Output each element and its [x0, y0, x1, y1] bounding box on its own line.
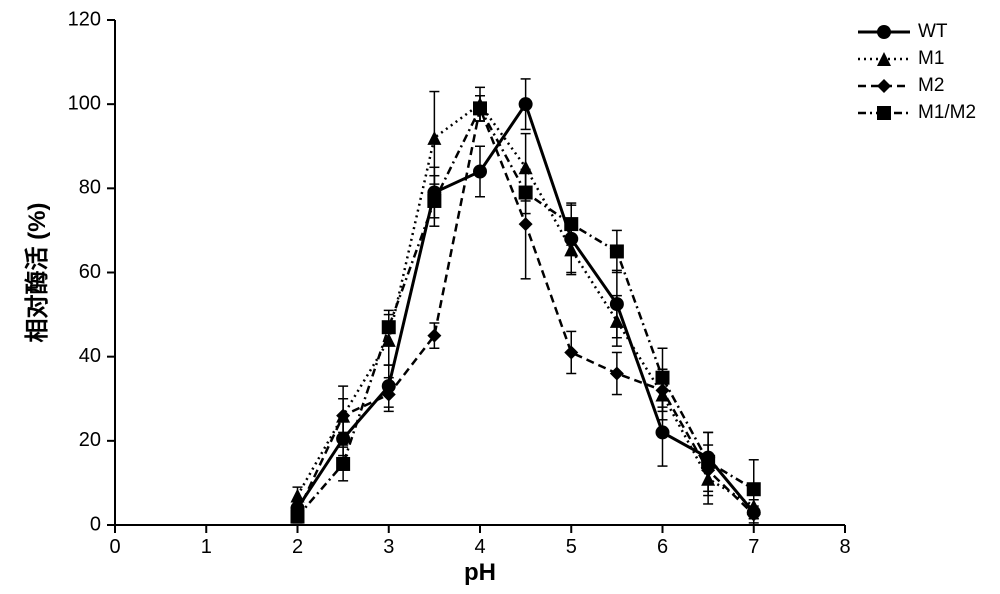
- x-tick-label: 4: [474, 536, 485, 558]
- data-marker: [656, 371, 670, 385]
- y-tick-label: 20: [79, 429, 101, 451]
- x-tick-label: 8: [839, 536, 850, 558]
- data-marker: [747, 482, 761, 496]
- data-marker: [564, 217, 578, 231]
- y-tick-label: 80: [79, 177, 101, 199]
- x-tick-label: 7: [748, 536, 759, 558]
- chart-container: 0 20 40 60 80 100 120 0 1 2 3 4 5 6 7 8 pH 相对酶活 (%) WT M1 M2…: [0, 0, 1000, 594]
- data-marker: [473, 101, 487, 115]
- data-marker: [656, 425, 670, 439]
- y-tick-label: 60: [79, 261, 101, 283]
- data-marker: [701, 455, 715, 469]
- y-tick-label: 40: [79, 345, 101, 367]
- x-tick-label: 6: [657, 536, 668, 558]
- y-tick-label: 100: [68, 92, 101, 114]
- x-tick-label: 1: [201, 536, 212, 558]
- y-tick-label: 0: [90, 513, 101, 535]
- legend-label: M1: [918, 48, 944, 69]
- data-marker: [382, 320, 396, 334]
- legend-label: M2: [918, 75, 944, 96]
- y-axis-label: 相对酶活 (%): [23, 203, 51, 343]
- data-marker: [877, 25, 891, 39]
- data-marker: [473, 165, 487, 179]
- data-marker: [610, 244, 624, 258]
- x-tick-label: 3: [383, 536, 394, 558]
- data-marker: [291, 510, 305, 524]
- data-marker: [519, 186, 533, 200]
- data-marker: [427, 194, 441, 208]
- x-tick-label: 0: [109, 536, 120, 558]
- data-marker: [519, 97, 533, 111]
- data-marker: [877, 106, 891, 120]
- x-tick-label: 2: [292, 536, 303, 558]
- legend-label: M1/M2: [918, 102, 976, 123]
- legend-label: WT: [918, 21, 948, 42]
- line-chart: 0 20 40 60 80 100 120 0 1 2 3 4 5 6 7 8 pH 相对酶活 (%) WT M1 M2…: [0, 0, 1000, 594]
- data-marker: [336, 457, 350, 471]
- y-tick-label: 120: [68, 8, 101, 30]
- x-axis-label: pH: [464, 559, 496, 586]
- x-tick-label: 5: [566, 536, 577, 558]
